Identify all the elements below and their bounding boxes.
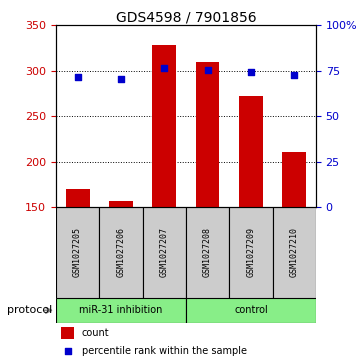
Text: GSM1027205: GSM1027205 — [73, 227, 82, 277]
Text: protocol: protocol — [7, 305, 52, 315]
Bar — [61, 327, 74, 339]
Text: miR-31 inhibition: miR-31 inhibition — [79, 305, 162, 315]
Bar — [239, 96, 263, 207]
Bar — [282, 152, 306, 207]
Text: control: control — [234, 305, 268, 315]
Point — [248, 69, 254, 75]
Text: GSM1027206: GSM1027206 — [117, 227, 125, 277]
Bar — [229, 207, 273, 298]
Point — [75, 74, 81, 80]
Bar — [273, 207, 316, 298]
Text: percentile rank within the sample: percentile rank within the sample — [82, 346, 247, 356]
Text: GSM1027209: GSM1027209 — [247, 227, 255, 277]
Bar — [196, 62, 219, 207]
Text: GSM1027208: GSM1027208 — [203, 227, 212, 277]
Bar — [152, 45, 176, 207]
Text: GSM1027210: GSM1027210 — [290, 227, 299, 277]
Point — [205, 67, 210, 73]
Bar — [66, 189, 90, 207]
Bar — [56, 207, 99, 298]
Bar — [186, 298, 316, 323]
Bar — [99, 207, 143, 298]
Title: GDS4598 / 7901856: GDS4598 / 7901856 — [116, 10, 256, 24]
Point — [118, 76, 124, 82]
Bar — [109, 200, 133, 207]
Text: count: count — [82, 328, 110, 338]
Text: GSM1027207: GSM1027207 — [160, 227, 169, 277]
Point — [65, 348, 70, 354]
Bar — [186, 207, 229, 298]
Bar — [143, 207, 186, 298]
Bar — [56, 298, 186, 323]
Point — [291, 72, 297, 78]
Point — [161, 65, 167, 71]
